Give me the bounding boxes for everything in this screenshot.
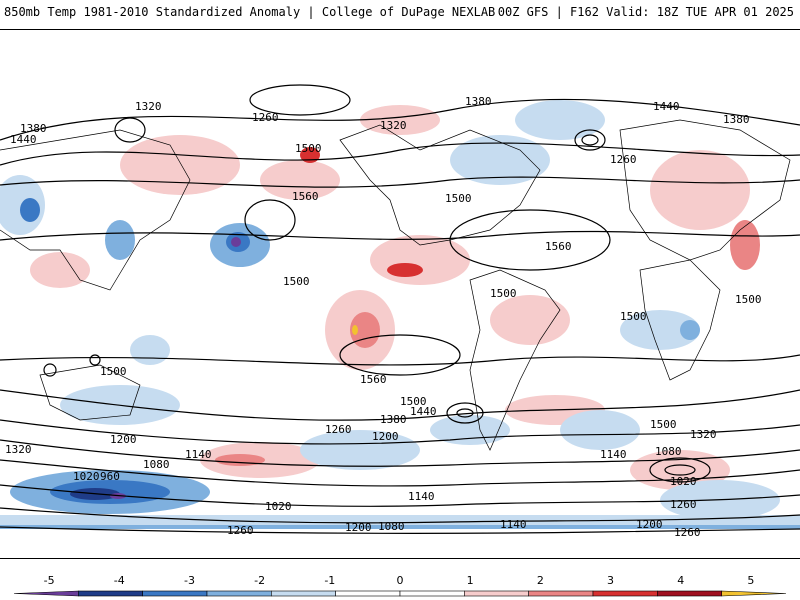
colorbar-tick: 4 [677, 574, 684, 587]
contour-label-1440: 1440 [653, 100, 680, 113]
contour-label-1080: 1080 [143, 458, 170, 471]
contour-label-1020: 1020 [73, 470, 100, 483]
colorbar-swatch [528, 590, 594, 597]
colorbar-swatch [464, 590, 529, 597]
contour-label-960: 960 [100, 470, 120, 483]
colorbar-swatch [271, 590, 336, 597]
colorbar-tick: -2 [254, 574, 265, 587]
contour-label-1140: 1140 [185, 448, 212, 461]
contour-label-1500: 1500 [100, 365, 127, 378]
contour-label-1080: 1080 [378, 520, 405, 533]
height-contours [0, 84, 800, 534]
contour-label-1500: 1500 [490, 287, 517, 300]
colorbar-tick: 1 [467, 574, 474, 587]
colorbar-tick: -4 [114, 574, 125, 587]
contour-labels: 1320 1380 1440 1500 1560 1260 1200 1140 … [5, 95, 762, 539]
contour-label-1140: 1140 [408, 490, 435, 503]
contour-label-1500: 1500 [295, 142, 322, 155]
contour-label-1500: 1500 [283, 275, 310, 288]
colorbar-swatch [142, 590, 208, 597]
contour-label-1500: 1500 [650, 418, 677, 431]
colorbar-tick: -1 [324, 574, 335, 587]
colorbar-swatch [13, 590, 79, 597]
contour-label-1200: 1200 [636, 518, 663, 531]
contour-label-1080: 1080 [655, 445, 682, 458]
colorbar-swatch [721, 590, 787, 597]
contour-label-1500: 1500 [620, 310, 647, 323]
contour-label-1320: 1320 [380, 119, 407, 132]
contour-label-1320: 1320 [135, 100, 162, 113]
colorbar-swatch [78, 590, 143, 597]
contour-label-1020: 1020 [670, 475, 697, 488]
contour-label-1320: 1320 [690, 428, 717, 441]
colorbar-tick: -5 [44, 574, 55, 587]
colorbar-swatch [206, 590, 272, 597]
anomaly-shading [0, 100, 800, 529]
model-run-info: 00Z GFS | F162 Valid: 18Z TUE APR 01 202… [497, 5, 794, 19]
colorbar-tick: 5 [747, 574, 754, 587]
contour-label-1500: 1500 [400, 395, 427, 408]
contour-label-1260: 1260 [670, 498, 697, 511]
colorbar-tick: 2 [537, 574, 544, 587]
colorbar-swatch [657, 590, 722, 597]
contour-label-1260: 1260 [610, 153, 637, 166]
colorbar-tick: 3 [607, 574, 614, 587]
contour-label-1020: 1020 [265, 500, 292, 513]
colorbar-legend: -5 -4 -3 -2 -1 0 1 2 3 4 5 [13, 574, 787, 597]
contour-label-1380: 1380 [465, 95, 492, 108]
contour-label-1260: 1260 [252, 111, 279, 124]
contour-label-1200: 1200 [110, 433, 137, 446]
colorbar-swatch [592, 590, 658, 597]
contour-label-1140: 1140 [500, 518, 527, 531]
contour-label-1440: 1440 [10, 133, 37, 146]
contour-label-1380: 1380 [380, 413, 407, 426]
contour-label-1160: 1140 [600, 448, 627, 461]
anomaly-map: 1320 1380 1440 1500 1560 1260 1200 1140 … [0, 29, 800, 559]
contour-label-1200: 1200 [372, 430, 399, 443]
contour-label-1200: 1200 [345, 521, 372, 534]
contour-label-1500: 1500 [735, 293, 762, 306]
contour-label-1440: 1440 [410, 405, 437, 418]
contour-label-1560: 1560 [360, 373, 387, 386]
colorbar-swatches [13, 590, 787, 597]
contour-label-1260: 1260 [674, 526, 701, 539]
contour-label-1380: 1380 [20, 122, 47, 135]
contour-label-1260: 1260 [227, 524, 254, 537]
contour-label-1560: 1560 [292, 190, 319, 203]
colorbar-ticks: -5 -4 -3 -2 -1 0 1 2 3 4 5 [44, 574, 755, 587]
colorbar-tick: 0 [397, 574, 404, 587]
colorbar-swatch [399, 590, 465, 597]
contour-label-1560: 1560 [545, 240, 572, 253]
contour-label-1380: 1380 [723, 113, 750, 126]
contour-label-1260: 1260 [325, 423, 352, 436]
contour-label-1500: 1500 [445, 192, 472, 205]
map-title: 850mb Temp 1981-2010 Standardized Anomal… [4, 5, 496, 19]
colorbar-swatch [335, 590, 401, 597]
colorbar-tick: -3 [184, 574, 195, 587]
contour-label-1320: 1320 [5, 443, 32, 456]
